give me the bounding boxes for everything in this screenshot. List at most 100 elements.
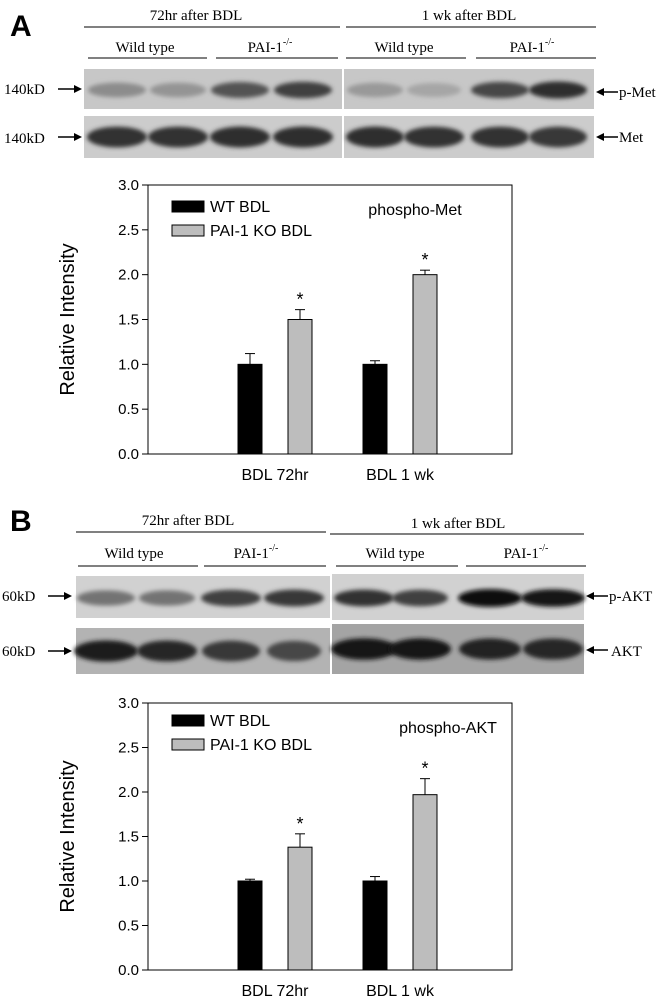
panel-b-group-title-72hr: 72hr after BDL: [142, 513, 234, 529]
panel-b-bar: [362, 880, 388, 971]
panel-b-protein-label-2: AKT: [611, 644, 642, 660]
panel-a-bar: [237, 363, 263, 455]
panel-b-group-title-1wk: 1 wk after BDL: [411, 516, 506, 532]
panel-a-y-tick-label: 2.0: [118, 267, 139, 284]
panel-b-chart: 0.0 0.5 1.0 1.5 2.0 2.5 3.0 Relative Intensity *…: [57, 695, 513, 1000]
panel-b-arrow-left-1: [48, 592, 72, 600]
panel-b-legend-label: WT BDL: [210, 713, 270, 730]
panel-a-band: [150, 82, 206, 98]
panel-a-legend-label: WT BDL: [210, 199, 270, 216]
panel-b-significance-mark: *: [421, 759, 428, 779]
panel-a-band: [407, 82, 461, 98]
panel-a-category-label: BDL 1 wk: [366, 467, 435, 484]
panel-a-y-tick-label: 1.0: [118, 356, 139, 373]
panel-a-legend-swatch: [171, 200, 205, 213]
panel-b-bar: [412, 794, 438, 971]
panel-a: A 72hr after BDL 1 wk after BDL Wild typ…: [4, 8, 656, 484]
panel-b-band: [392, 589, 448, 607]
panel-a-bar: [362, 363, 388, 455]
panel-b-sub-pai-1: PAI-1-/-: [234, 543, 279, 562]
panel-b-blot-header: 72hr after BDL 1 wk after BDL Wild type …: [76, 513, 586, 567]
panel-a-legend-swatch: [171, 224, 205, 237]
panel-a-sub-wildtype-2: Wild type: [375, 40, 434, 56]
panel-a-band: [148, 126, 208, 148]
panel-a-group-title-72hr: 72hr after BDL: [150, 8, 242, 24]
panel-a-arrow-left-1: [58, 85, 82, 93]
panel-a-blot-header: 72hr after BDL 1 wk after BDL Wild type …: [84, 8, 596, 59]
panel-b-y-tick-label: 0.0: [118, 962, 139, 979]
panel-b-y-tick-label: 1.0: [118, 873, 139, 890]
panel-b-y-tick-label: 0.5: [118, 918, 139, 935]
panel-a-y-tick-label: 0.5: [118, 401, 139, 418]
panel-a-letter: A: [10, 10, 32, 43]
panel-b-band: [137, 640, 197, 662]
panel-a-band: [471, 126, 529, 148]
panel-a-arrow-right-2: [596, 133, 618, 141]
panel-b-sub-wildtype-1: Wild type: [105, 546, 164, 562]
panel-a-legend-label: PAI-1 KO BDL: [210, 223, 312, 240]
panel-b-band: [264, 589, 324, 607]
panel-b-band: [331, 638, 397, 660]
panel-a-band: [210, 126, 270, 148]
panel-a-chart: 0.0 0.5 1.0 1.5 2.0 2.5 3.0 Relative Intensity *…: [57, 177, 513, 484]
panel-b: B 72hr after BDL 1 wk after BDL Wild typ…: [2, 505, 652, 1000]
panel-b-letter: B: [10, 505, 32, 538]
panel-b-legend-label: PAI-1 KO BDL: [210, 737, 312, 754]
panel-b-band: [202, 640, 260, 662]
panel-a-band: [346, 126, 404, 148]
panel-a-y-tick-label: 2.5: [118, 222, 139, 239]
panel-b-legend-swatch: [171, 738, 205, 751]
panel-b-y-tick-label: 1.5: [118, 829, 139, 846]
panel-b-band: [459, 638, 521, 660]
panel-b-y-tick-label: 3.0: [118, 695, 139, 712]
panel-a-bar: [412, 274, 438, 455]
panel-b-arrow-right-2: [586, 646, 608, 654]
panel-a-sub-wildtype-1: Wild type: [116, 40, 175, 56]
panel-b-marker-label-1: 60kD: [2, 589, 36, 605]
panel-a-band: [471, 81, 529, 99]
panel-b-bar: [237, 880, 263, 971]
panel-a-category-label: BDL 72hr: [242, 467, 310, 484]
panel-b-band: [139, 590, 195, 606]
panel-a-marker-label-2: 140kD: [4, 131, 45, 147]
panel-a-group-title-1wk: 1 wk after BDL: [422, 8, 517, 24]
panel-a-sub-pai-2: PAI-1-/-: [510, 37, 555, 56]
panel-b-marker-label-2: 60kD: [2, 644, 36, 660]
panel-a-band: [274, 81, 332, 99]
panel-a-band: [211, 81, 269, 99]
panel-a-protein-label-2: Met: [619, 130, 644, 146]
panel-a-band: [273, 126, 333, 148]
panel-a-arrow-right-1: [596, 88, 618, 96]
panel-b-protein-label-1: p-AKT: [609, 589, 652, 605]
panel-a-marker-label-1: 140kD: [4, 82, 45, 98]
panel-a-protein-label-1: p-Met: [619, 85, 656, 101]
panel-b-band: [74, 640, 138, 662]
panel-a-blot: [84, 69, 594, 158]
panel-b-band: [389, 638, 451, 660]
panel-b-band: [77, 590, 135, 606]
panel-b-category-label: BDL 1 wk: [366, 983, 435, 1000]
panel-b-band: [521, 589, 585, 607]
panel-b-blot-labels: 60kD 60kD p-AKT AKT: [2, 589, 652, 660]
panel-b-significance-mark: *: [296, 814, 303, 834]
panel-b-band: [267, 640, 321, 662]
panel-a-bar: [287, 319, 313, 455]
panel-a-band: [529, 126, 587, 148]
panel-b-arrow-left-2: [48, 647, 72, 655]
panel-a-significance-mark: *: [296, 290, 303, 310]
panel-b-arrow-right-1: [586, 592, 608, 600]
panel-a-y-tick-label: 0.0: [118, 446, 139, 463]
panel-a-band: [529, 81, 587, 99]
panel-a-arrow-left-2: [58, 133, 82, 141]
panel-b-y-tick-label: 2.5: [118, 740, 139, 757]
panel-b-bar: [287, 846, 313, 971]
panel-a-band: [404, 126, 464, 148]
panel-b-y-tick-label: 2.0: [118, 784, 139, 801]
panel-b-annotation: phospho-AKT: [399, 720, 497, 737]
panel-b-y-axis-label: Relative Intensity: [57, 760, 79, 912]
panel-b-band: [458, 589, 522, 607]
panel-b-blot: [74, 574, 585, 674]
panel-b-sub-pai-2: PAI-1-/-: [504, 543, 549, 562]
panel-a-y-tick-label: 1.5: [118, 312, 139, 329]
